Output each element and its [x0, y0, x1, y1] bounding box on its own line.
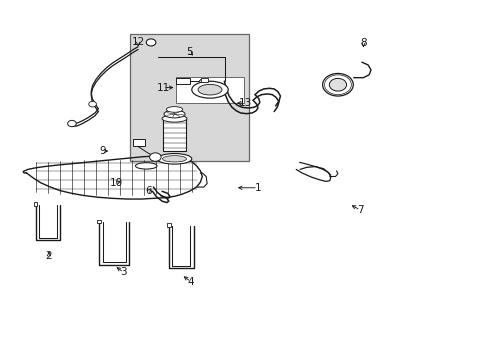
FancyBboxPatch shape [130, 33, 249, 161]
Ellipse shape [163, 110, 184, 118]
Text: 5: 5 [186, 47, 192, 57]
Circle shape [149, 153, 161, 161]
Text: 8: 8 [359, 38, 366, 48]
Ellipse shape [191, 81, 228, 98]
Ellipse shape [198, 84, 222, 95]
Circle shape [328, 78, 346, 91]
Text: 9: 9 [100, 146, 106, 156]
Bar [133, 139, 144, 147]
Ellipse shape [162, 156, 186, 162]
Ellipse shape [157, 154, 191, 164]
Bar [163, 118, 185, 151]
Ellipse shape [166, 107, 183, 112]
Circle shape [322, 73, 352, 96]
Text: 10: 10 [109, 178, 122, 188]
Text: 6: 6 [145, 186, 152, 196]
Bar [176, 78, 189, 84]
Text: 12: 12 [131, 37, 144, 47]
Bar [166, 224, 170, 227]
Bar [34, 202, 38, 206]
Bar [201, 78, 208, 82]
Circle shape [67, 120, 76, 127]
Text: 3: 3 [120, 267, 127, 278]
Circle shape [146, 39, 156, 46]
Ellipse shape [162, 115, 186, 122]
Text: 2: 2 [45, 251, 52, 261]
Ellipse shape [135, 163, 157, 169]
Bar [97, 220, 101, 224]
Text: 11: 11 [156, 82, 169, 93]
Text: 4: 4 [187, 276, 194, 287]
Text: 13: 13 [238, 98, 252, 108]
FancyBboxPatch shape [176, 77, 243, 103]
Circle shape [89, 101, 96, 107]
Text: 7: 7 [356, 205, 363, 215]
Text: 1: 1 [254, 183, 261, 193]
